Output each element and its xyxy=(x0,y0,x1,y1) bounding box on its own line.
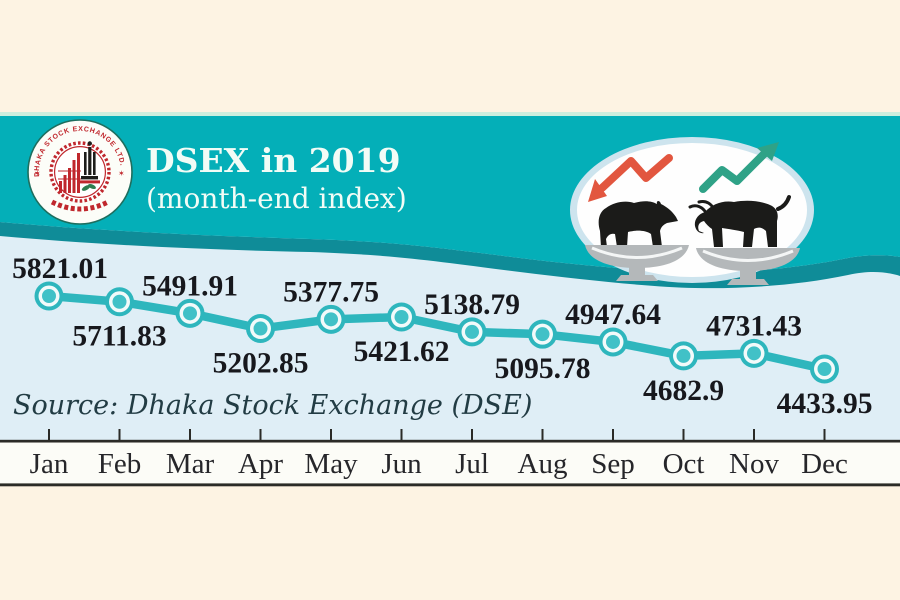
data-point-Oct xyxy=(669,341,698,371)
balance-scales-icon xyxy=(585,245,800,285)
data-point-Apr xyxy=(246,314,275,344)
value-label-Oct: 4682.9 xyxy=(643,375,724,407)
logo-monument xyxy=(81,141,98,180)
data-point-May xyxy=(316,304,346,334)
axis-line xyxy=(0,439,900,443)
logo-star-left: ✶ xyxy=(34,169,41,178)
value-label-Feb: 5711.83 xyxy=(72,321,166,353)
month-label-May: May xyxy=(304,448,358,480)
data-point-Jul xyxy=(457,317,487,347)
logo-inner-ring xyxy=(53,146,106,199)
logo-leaves xyxy=(81,183,96,191)
value-label-Jun: 5421.62 xyxy=(354,336,450,368)
logo-bengali-text xyxy=(50,199,110,212)
bull-icon xyxy=(688,195,791,247)
value-label-Dec: 4433.95 xyxy=(777,388,873,420)
month-label-Dec: Dec xyxy=(801,448,848,480)
month-label-Feb: Feb xyxy=(98,448,142,480)
chart-title: DSEX in 2019 xyxy=(146,141,401,180)
month-label-Sep: Sep xyxy=(591,448,635,480)
data-point-Sep xyxy=(598,327,628,357)
logo-grid-bars xyxy=(58,153,81,193)
down-trend-arrow-icon xyxy=(588,154,673,202)
data-point-Feb xyxy=(105,287,134,317)
chart-area-wave xyxy=(0,236,900,441)
value-label-Aug: 5095.78 xyxy=(495,353,591,385)
month-label-Nov: Nov xyxy=(729,448,779,480)
data-point-Jan xyxy=(34,281,64,311)
month-label-Jun: Jun xyxy=(381,448,422,480)
value-label-Sep: 4947.64 xyxy=(565,299,661,331)
data-point-Jun xyxy=(387,302,416,332)
month-label-Oct: Oct xyxy=(663,448,705,480)
dsex-line-chart: 5821.01 5711.83 5491.91 5202.85 5377.75 5421.… xyxy=(12,253,872,420)
month-label-Aug: Aug xyxy=(518,448,568,480)
month-band-bottom-line xyxy=(0,483,900,487)
mint-strip xyxy=(0,112,900,116)
data-point-Aug xyxy=(528,319,557,349)
x-axis: Jan Feb Mar Apr May Jun Jul Aug Sep Oct Nov Dec xyxy=(30,429,848,480)
month-label-Jul: Jul xyxy=(455,448,489,480)
dse-logo: DHAKA STOCK EXCHANGE LTD. ✶ ✶ xyxy=(27,119,133,225)
month-label-Jan: Jan xyxy=(30,448,69,480)
logo-star-right: ✶ xyxy=(118,169,125,178)
value-label-Apr: 5202.85 xyxy=(213,348,309,380)
data-point-Dec xyxy=(810,354,839,384)
value-label-Jan: 5821.01 xyxy=(12,253,108,285)
value-label-Mar: 5491.91 xyxy=(142,270,238,302)
value-label-Jul: 5138.79 xyxy=(424,289,520,321)
month-band xyxy=(0,442,900,484)
value-label-May: 5377.75 xyxy=(283,276,379,308)
up-trend-arrow-icon xyxy=(699,142,779,193)
month-label-Mar: Mar xyxy=(166,448,215,480)
bear-bull-illustration xyxy=(570,137,814,285)
bear-icon xyxy=(598,201,678,247)
source-note: Source: Dhaka Stock Exchange (DSE) xyxy=(13,390,532,421)
chart-subtitle: (month-end index) xyxy=(146,182,407,215)
logo-steps xyxy=(79,180,100,184)
month-label-Apr: Apr xyxy=(238,448,283,480)
value-label-Nov: 4731.43 xyxy=(706,310,802,342)
data-point-Nov xyxy=(739,338,769,368)
data-point-Mar xyxy=(175,298,205,328)
